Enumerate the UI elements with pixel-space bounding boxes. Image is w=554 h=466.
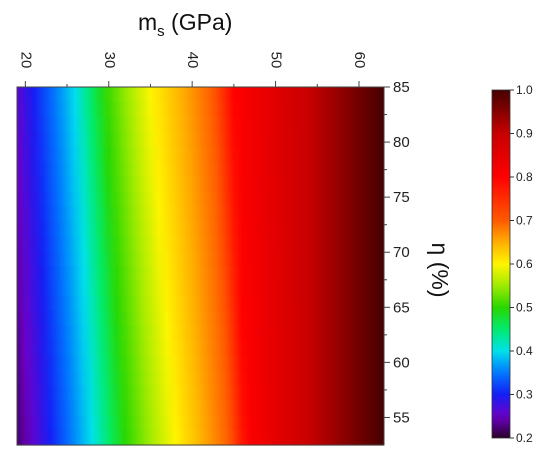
heatmap-strip [17,325,384,342]
y-tick-label: 60 [393,354,410,371]
y-tick-label: 75 [393,189,410,206]
heatmap-strip [17,400,384,416]
heatmap-strip [17,430,384,446]
colorbar [491,89,511,439]
x-tick-label: 20 [17,52,34,69]
colorbar-tick-label: 0.4 [516,344,533,358]
x-tick-label: 60 [351,52,368,69]
y-tick-label: 85 [393,79,410,96]
heatmap-strip [17,355,384,372]
heatmap-strip [17,340,384,357]
colorbar-tick-label: 0.6 [516,257,533,271]
heatmap-strip [17,131,384,148]
colorbar-tick-label: 0.5 [516,301,533,315]
colorbar-tick-label: 0.7 [516,214,533,228]
heatmap-strip [17,370,384,386]
colorbar-tick-label: 1.0 [516,83,533,97]
x-tick-label: 40 [184,52,201,69]
x-axis-title-unit: (GPa) [165,9,233,35]
y-tick-label: 80 [393,134,410,151]
heatmap-strip [17,116,384,133]
heatmap-strip [17,236,384,252]
x-axis-title: ms (GPa) [138,9,232,40]
x-axis-title-subscript: s [157,23,165,40]
heatmap-plot [17,87,384,446]
heatmap-strip [17,146,384,163]
colorbar-tick-label: 0.9 [516,127,533,141]
colorbar-tick-label: 0.2 [516,431,533,445]
x-axis: 20 30 40 50 60 [17,52,384,88]
y-tick-label: 65 [393,299,410,316]
heatmap-strip [17,87,384,103]
x-axis-title-main: m [138,9,157,35]
heatmap-strip [17,161,384,178]
heatmap-strip [17,385,384,401]
heatmap-strip [17,101,384,118]
colorbar-axis: 0.2 0.3 0.4 0.5 0.6 0.7 0.8 0.9 1.0 [510,83,533,445]
heatmap-strip [17,251,384,267]
y-axis: 55 60 65 70 75 80 85 [383,79,410,445]
colorbar-tick-label: 0.3 [516,388,533,402]
heatmap-strip [17,176,384,193]
y-axis-title: η (%) [427,243,453,298]
heatmap-strip [17,310,384,327]
heatmap-strip [17,415,384,431]
x-tick-label: 30 [101,52,118,69]
y-tick-label: 70 [393,244,410,261]
heatmap-strip [17,221,384,237]
heatmap-strip [17,295,384,312]
x-tick-label: 50 [268,52,285,69]
heatmap-strip [17,191,384,207]
heatmap-strip [17,266,384,282]
heatmap-strip [17,280,384,297]
colorbar-tick-label: 0.8 [516,170,533,184]
heatmap-strip [17,206,384,222]
y-tick-label: 55 [393,409,410,426]
